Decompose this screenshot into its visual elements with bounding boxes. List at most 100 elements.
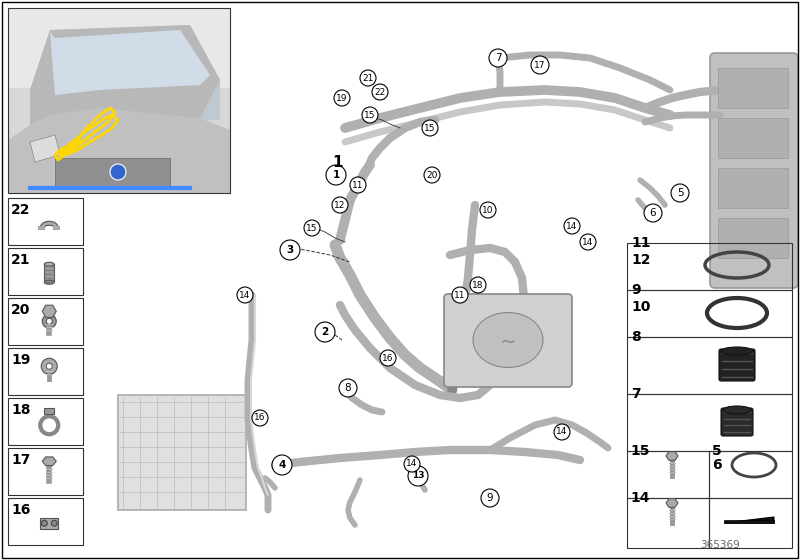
Circle shape bbox=[489, 49, 507, 67]
Bar bbox=[44, 264, 54, 282]
Text: 20: 20 bbox=[426, 170, 438, 180]
Text: 8: 8 bbox=[345, 383, 351, 393]
Circle shape bbox=[51, 520, 58, 526]
Circle shape bbox=[42, 314, 56, 328]
Bar bbox=[627, 394, 792, 451]
Circle shape bbox=[110, 164, 126, 180]
Bar bbox=[8, 8, 230, 193]
Text: 11: 11 bbox=[631, 236, 650, 250]
Circle shape bbox=[272, 455, 292, 475]
Bar bbox=[8, 8, 230, 88]
Text: 6: 6 bbox=[712, 458, 722, 472]
Circle shape bbox=[334, 90, 350, 106]
Text: 14: 14 bbox=[582, 237, 594, 246]
Bar bbox=[718, 168, 788, 208]
Text: 12: 12 bbox=[631, 253, 650, 267]
Polygon shape bbox=[8, 108, 230, 193]
Bar bbox=[709, 451, 792, 498]
Text: 17: 17 bbox=[11, 453, 30, 467]
Text: 15: 15 bbox=[306, 223, 318, 232]
Text: 14: 14 bbox=[556, 427, 568, 436]
Bar bbox=[709, 498, 792, 548]
Text: 16: 16 bbox=[382, 353, 394, 362]
Text: 6: 6 bbox=[650, 208, 656, 218]
Text: 16: 16 bbox=[254, 413, 266, 422]
Text: 18: 18 bbox=[472, 281, 484, 290]
Ellipse shape bbox=[44, 280, 54, 284]
Ellipse shape bbox=[723, 406, 751, 414]
Circle shape bbox=[564, 218, 580, 234]
Circle shape bbox=[580, 234, 596, 250]
Text: 2: 2 bbox=[322, 327, 329, 337]
Text: ~: ~ bbox=[500, 333, 516, 352]
Text: 9: 9 bbox=[631, 283, 641, 297]
Bar bbox=[627, 243, 792, 290]
Circle shape bbox=[380, 350, 396, 366]
Text: 12: 12 bbox=[334, 200, 346, 209]
Polygon shape bbox=[42, 305, 56, 318]
Text: 10: 10 bbox=[631, 300, 650, 314]
Polygon shape bbox=[30, 135, 60, 162]
Bar bbox=[44, 408, 54, 414]
Text: 22: 22 bbox=[374, 87, 386, 96]
Text: 14: 14 bbox=[406, 460, 418, 469]
Circle shape bbox=[252, 410, 268, 426]
Circle shape bbox=[480, 202, 496, 218]
Bar bbox=[627, 498, 709, 548]
Circle shape bbox=[46, 318, 52, 324]
Circle shape bbox=[46, 363, 52, 369]
Circle shape bbox=[42, 358, 58, 374]
Text: 17: 17 bbox=[534, 60, 546, 69]
Polygon shape bbox=[50, 30, 210, 95]
Circle shape bbox=[470, 277, 486, 293]
Circle shape bbox=[326, 165, 346, 185]
Bar bbox=[718, 218, 788, 258]
Polygon shape bbox=[724, 517, 774, 523]
Text: 9: 9 bbox=[486, 493, 494, 503]
Text: 19: 19 bbox=[336, 94, 348, 102]
Circle shape bbox=[332, 197, 348, 213]
Circle shape bbox=[372, 84, 388, 100]
Bar bbox=[40, 518, 58, 529]
Bar bbox=[627, 451, 709, 498]
Circle shape bbox=[422, 120, 438, 136]
Circle shape bbox=[671, 184, 689, 202]
Circle shape bbox=[360, 70, 376, 86]
Text: 19: 19 bbox=[11, 353, 30, 367]
Circle shape bbox=[404, 456, 420, 472]
Text: 7: 7 bbox=[494, 53, 502, 63]
Ellipse shape bbox=[721, 347, 753, 355]
Circle shape bbox=[339, 379, 357, 397]
Text: 4: 4 bbox=[278, 460, 286, 470]
Text: 22: 22 bbox=[11, 203, 30, 217]
Bar bbox=[627, 337, 792, 394]
Bar bbox=[627, 290, 792, 337]
Bar bbox=[8, 298, 83, 345]
Text: 7: 7 bbox=[631, 387, 641, 401]
Circle shape bbox=[237, 287, 253, 303]
Text: 15: 15 bbox=[364, 110, 376, 119]
Circle shape bbox=[481, 489, 499, 507]
Bar bbox=[718, 68, 788, 108]
Circle shape bbox=[304, 220, 320, 236]
Text: 5: 5 bbox=[677, 188, 683, 198]
Circle shape bbox=[531, 56, 549, 74]
FancyBboxPatch shape bbox=[719, 349, 755, 381]
Circle shape bbox=[350, 177, 366, 193]
Text: 16: 16 bbox=[11, 503, 30, 517]
Text: 11: 11 bbox=[352, 180, 364, 189]
Ellipse shape bbox=[473, 312, 543, 367]
Circle shape bbox=[424, 167, 440, 183]
Text: 14: 14 bbox=[239, 291, 250, 300]
Text: 20: 20 bbox=[11, 303, 30, 317]
Bar bbox=[8, 348, 83, 395]
Bar bbox=[8, 248, 83, 295]
Bar bbox=[8, 198, 83, 245]
Polygon shape bbox=[40, 221, 58, 228]
Text: 14: 14 bbox=[630, 491, 650, 505]
Text: 365369: 365369 bbox=[700, 540, 740, 550]
Polygon shape bbox=[30, 25, 220, 125]
FancyBboxPatch shape bbox=[710, 53, 798, 288]
Polygon shape bbox=[666, 498, 678, 507]
Circle shape bbox=[280, 240, 300, 260]
